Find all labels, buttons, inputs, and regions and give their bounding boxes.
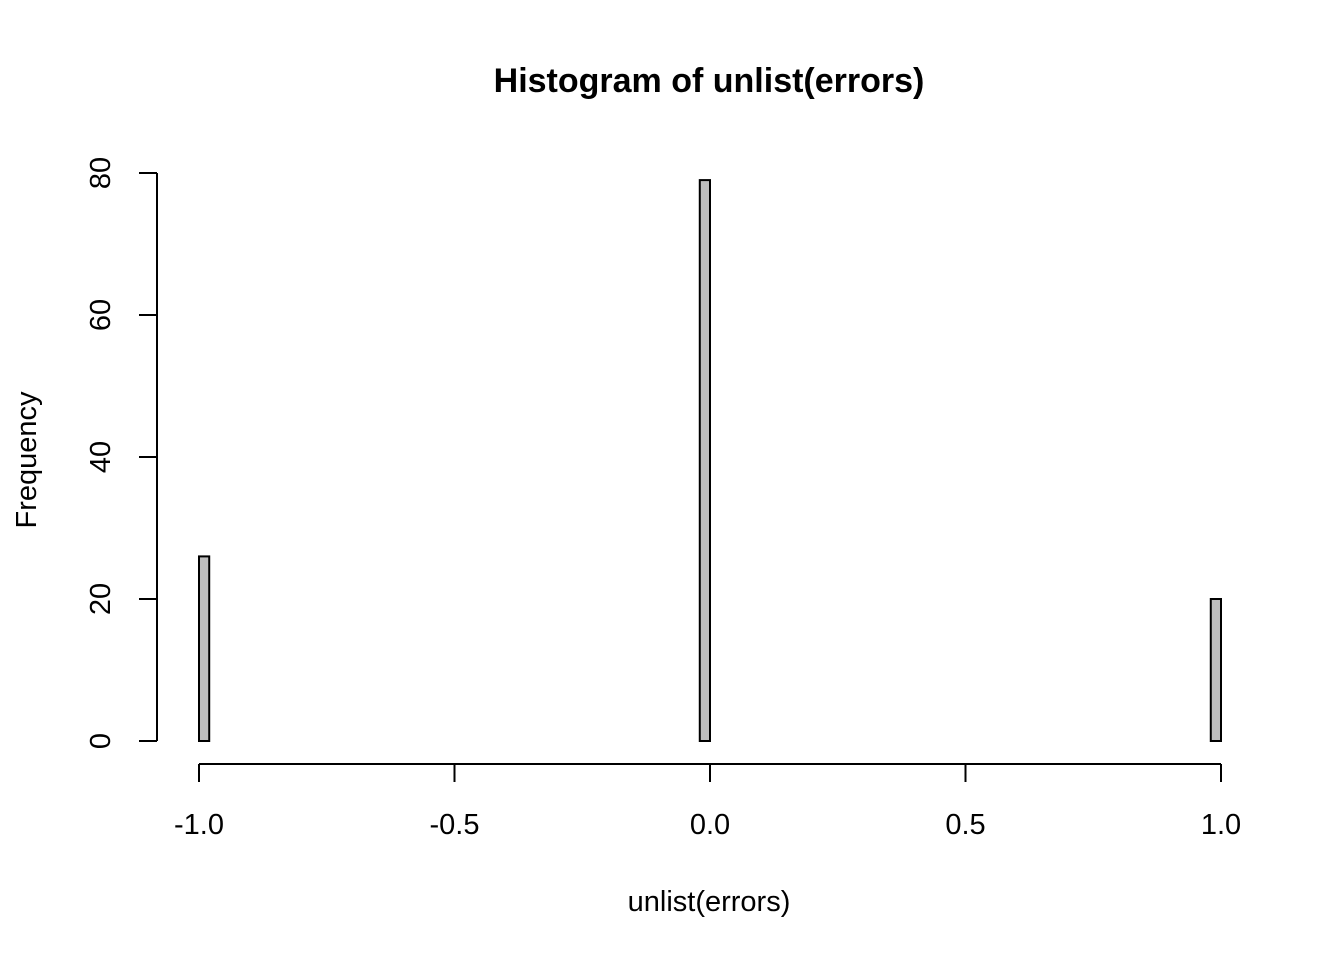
histogram-bar — [198, 555, 211, 743]
histogram-bar — [1209, 598, 1223, 742]
x-tick-label: -0.5 — [430, 809, 480, 841]
x-axis-label: unlist(errors) — [628, 886, 791, 918]
x-tick-label: 0.5 — [945, 809, 985, 841]
y-tick-label: 0 — [85, 733, 117, 749]
x-tick-label: 0.0 — [690, 809, 730, 841]
y-tick-label: 40 — [85, 441, 117, 473]
histogram-bar — [698, 179, 712, 743]
x-tick-label: 1.0 — [1201, 809, 1241, 841]
x-tick-label: -1.0 — [174, 809, 224, 841]
y-tick-label: 80 — [85, 157, 117, 189]
y-axis: 0 20 40 60 80 — [85, 157, 158, 749]
y-axis-label: Frequency — [11, 391, 43, 529]
y-tick-label: 60 — [85, 299, 117, 331]
bars-layer — [198, 179, 1223, 743]
y-tick-label: 20 — [85, 583, 117, 615]
x-axis: -1.0 -0.5 0.0 0.5 1.0 — [174, 763, 1241, 841]
chart-title: Histogram of unlist(errors) — [494, 62, 925, 100]
